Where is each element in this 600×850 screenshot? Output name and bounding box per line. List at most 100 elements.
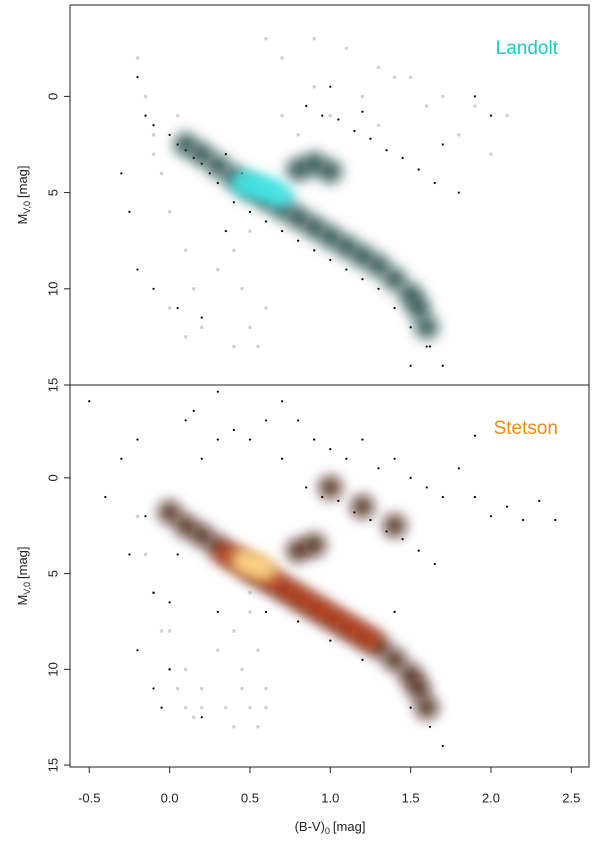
star-point <box>522 518 525 522</box>
star-point <box>401 538 404 541</box>
star-point <box>441 364 444 367</box>
star-point <box>168 133 171 136</box>
star-point <box>473 434 477 437</box>
star-point <box>128 553 131 556</box>
star-point <box>143 552 148 557</box>
star-point <box>554 518 557 522</box>
star-point <box>151 152 156 156</box>
star-point <box>280 56 284 60</box>
star-point <box>297 239 300 242</box>
density-point <box>157 500 182 525</box>
star-point <box>313 249 316 252</box>
star-point <box>151 133 156 137</box>
star-point <box>159 629 164 633</box>
star-point <box>408 75 413 79</box>
star-point <box>216 438 219 441</box>
star-point <box>441 495 444 499</box>
star-point <box>264 610 268 614</box>
star-point <box>120 172 123 175</box>
density-point <box>254 557 279 582</box>
star-point <box>175 113 180 118</box>
star-point <box>240 667 244 672</box>
star-point <box>417 168 420 171</box>
star-point <box>305 104 308 108</box>
star-point <box>312 84 317 89</box>
axis-label-sub: 0 <box>325 826 330 836</box>
density-point <box>318 159 343 184</box>
star-point <box>232 201 235 204</box>
star-point <box>192 409 195 412</box>
star-point <box>401 156 404 160</box>
star-point <box>377 287 380 290</box>
x-tick-label: 1.0 <box>321 790 339 805</box>
star-point <box>433 562 436 566</box>
axis-label: MV,0 [mag] <box>15 546 32 605</box>
star-point <box>433 181 436 185</box>
axis-label-main: M <box>15 595 30 606</box>
star-point <box>440 94 445 99</box>
star-point <box>280 400 284 403</box>
density-point <box>350 494 375 519</box>
star-point <box>393 610 396 614</box>
star-point <box>344 46 349 51</box>
star-point <box>248 325 252 330</box>
star-point <box>216 648 220 652</box>
star-point <box>361 110 364 113</box>
star-point <box>377 467 380 470</box>
star-point <box>329 639 332 642</box>
star-point <box>337 499 340 502</box>
star-point <box>409 706 412 709</box>
star-point <box>135 514 140 518</box>
density-point <box>414 315 439 340</box>
star-point <box>224 705 228 710</box>
star-point <box>305 486 308 489</box>
star-point <box>104 495 107 499</box>
star-point <box>297 419 300 422</box>
star-point <box>385 149 388 152</box>
star-point <box>256 648 260 652</box>
star-point <box>409 476 412 479</box>
star-point <box>248 590 252 595</box>
star-point <box>457 191 460 194</box>
star-point <box>88 400 91 403</box>
y-tick-label: 0 <box>45 93 60 100</box>
star-point <box>489 152 493 156</box>
star-point <box>264 306 268 310</box>
density-point <box>406 296 431 321</box>
axis-label-main: (B-V) <box>295 819 325 834</box>
star-point <box>168 601 171 604</box>
star-point <box>248 610 252 614</box>
star-point <box>224 153 227 156</box>
density-point <box>358 626 383 651</box>
star-point <box>176 306 179 310</box>
star-point <box>425 486 428 489</box>
star-point <box>216 390 219 393</box>
axis-label: MV,0 [mag] <box>15 165 32 224</box>
plot-area <box>120 36 509 367</box>
star-point <box>159 171 164 176</box>
density-point <box>406 676 431 701</box>
star-point <box>297 620 300 623</box>
star-point <box>152 287 155 290</box>
star-point <box>264 419 268 422</box>
star-point <box>216 610 219 614</box>
star-point <box>280 457 284 460</box>
star-point <box>392 75 397 79</box>
x-tick-label: 2.5 <box>562 790 580 805</box>
y-tick-label: 15 <box>45 378 60 392</box>
star-point <box>167 306 172 310</box>
y-tick-label: 15 <box>45 758 60 772</box>
star-point <box>264 36 268 41</box>
annotation: Stetson <box>494 418 558 439</box>
axis-label-main: M <box>15 214 30 225</box>
star-point <box>428 345 432 348</box>
density-point <box>382 647 407 672</box>
star-point <box>256 724 260 729</box>
plot-frame <box>69 384 590 768</box>
star-point <box>167 210 172 214</box>
star-point <box>200 457 203 460</box>
star-point <box>216 181 219 185</box>
density-point <box>382 267 407 292</box>
